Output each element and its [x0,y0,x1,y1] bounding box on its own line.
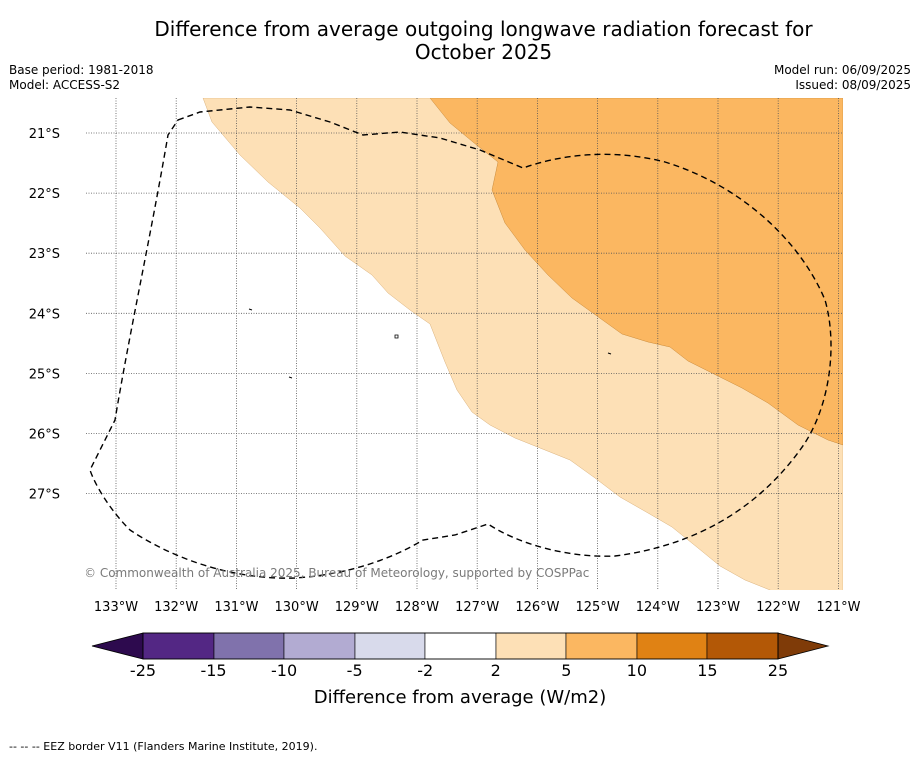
longitude-label: 122°W [756,600,800,615]
longitude-label: 127°W [455,600,499,615]
longitude-label: 124°W [636,600,680,615]
colorbar-extend-max [777,632,830,660]
latitude-label: 27°S [29,488,60,503]
colorbar-tick-label: 5 [561,661,571,680]
longitude-label: 129°W [335,600,379,615]
title-line-2: October 2025 [414,40,553,64]
eez-legend-note: -- -- -- EEZ border V11 (Flanders Marine… [9,740,318,753]
base-period: Base period: 1981-2018 [9,63,154,77]
island-marker [288,376,293,379]
colorbar-tick-labels: -25 -15 -10 -5 -2 2 5 10 15 25 [130,661,788,680]
latitude-label: 21°S [29,127,60,142]
colorbar-title: Difference from average (W/m2) [314,687,606,708]
longitude-label: 132°W [154,600,198,615]
longitude-label: 131°W [214,600,258,615]
colorbar-segment [636,632,708,660]
title-line-1: Difference from average outgoing longwav… [154,17,813,41]
colorbar-tick-label: -2 [417,661,433,680]
colorbar-tick-label: 2 [491,661,501,680]
map-title: Difference from average outgoing longwav… [0,18,919,64]
longitude-label: 133°W [94,600,138,615]
colorbar-segment [283,632,356,660]
model-name: Model: ACCESS-S2 [9,78,121,92]
island-marker [607,352,612,355]
graticule [86,98,843,590]
colorbar-segment [213,632,285,660]
colorbar-tick-label: 10 [627,661,647,680]
latitude-label: 24°S [29,307,60,322]
colorbar-segment [495,632,567,660]
island-marker [248,308,253,311]
issued-date: Issued: 08/09/2025 [795,78,911,92]
anomaly-region-5-to-10 [429,98,843,446]
meta-right: Model run: 06/09/2025 Issued: 08/09/2025 [774,63,911,93]
longitude-label: 121°W [816,600,860,615]
colorbar-tick-label: -10 [271,661,297,680]
colorbar-tick-label: -15 [200,661,226,680]
longitude-label: 125°W [576,600,620,615]
copyright-notice: © Commonwealth of Australia 2025, Bureau… [84,566,589,580]
colorbar-extend-min [91,632,144,660]
colorbar-outline [142,632,779,660]
colorbar-tick-label: -5 [347,661,363,680]
longitude-labels: 133°W 132°W 131°W 130°W 129°W 128°W 127°W 126°W… [94,600,861,615]
colorbar-segment [565,632,638,660]
latitude-label: 22°S [29,187,60,202]
colorbar-segment [424,632,497,660]
colorbar-tick-label: -25 [130,661,156,680]
longitude-label: 130°W [275,600,319,615]
colorbar-segment [142,632,215,660]
island-marker [394,334,399,339]
latitude-label: 26°S [29,428,60,443]
eez-border [89,106,832,579]
map-plot-area: © Commonwealth of Australia 2025, Bureau… [84,98,843,590]
colorbar-tick-label: 15 [697,661,717,680]
longitude-label: 126°W [515,600,559,615]
colorbar-segment [354,632,426,660]
model-run: Model run: 06/09/2025 [773,63,911,77]
meta-left: Base period: 1981-2018 Model: ACCESS-S2 [9,63,154,93]
latitude-labels: 21°S 22°S 23°S 24°S 25°S 26°S 27°S [29,127,60,503]
longitude-label: 123°W [696,600,740,615]
longitude-label: 128°W [395,600,439,615]
latitude-label: 23°S [29,247,60,262]
colorbar-tick-label: 25 [768,661,788,680]
colorbar-segment [706,632,779,660]
colorbar: -25 -15 -10 -5 -2 2 5 10 15 25 Difference from av… [91,632,830,708]
latitude-label: 25°S [29,367,60,382]
